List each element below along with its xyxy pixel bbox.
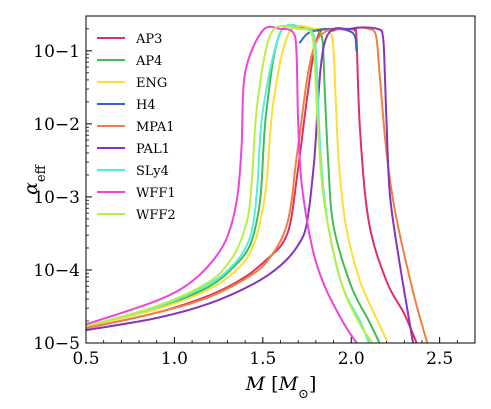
y-tick-label: 10−2 xyxy=(33,115,80,135)
plot-frame xyxy=(85,15,476,344)
legend-label: WFF1 xyxy=(136,186,176,201)
legend-label: H4 xyxy=(136,98,156,113)
x-axis-label: M [M⊙] xyxy=(245,373,317,402)
y-tick-label: 10−1 xyxy=(33,42,80,62)
legend-label: ENG xyxy=(136,76,167,91)
series-line-ap3 xyxy=(86,27,418,343)
legend-label: SLy4 xyxy=(136,164,169,179)
tick-labels: 0.5 1.0 1.5 2.0 2.5 10−5 10−4 10−3 10−2 10−1 xyxy=(33,42,453,369)
series-layer xyxy=(86,24,429,343)
legend-label: MPA1 xyxy=(136,120,175,135)
x-tick-label: 2.5 xyxy=(426,349,453,369)
y-axis-label: αeff xyxy=(20,163,49,195)
legend-label: PAL1 xyxy=(136,142,170,157)
y-tick-label: 10−5 xyxy=(33,334,80,354)
series-line-eng xyxy=(86,24,388,341)
x-tick-label: 2.0 xyxy=(338,349,365,369)
series-line-h4 xyxy=(298,27,358,52)
legend-label: AP4 xyxy=(135,54,162,69)
y-tick-label: 10−3 xyxy=(33,188,80,208)
legend-label: AP3 xyxy=(135,32,162,47)
series-line-wff1 xyxy=(86,25,358,343)
legend: AP3 AP4 ENG H4 MPA1 PAL1 SLy4 WFF1 WFF2 xyxy=(97,32,176,223)
legend-label: WFF2 xyxy=(136,208,176,223)
x-tick-label: 1.5 xyxy=(249,349,276,369)
x-tick-label: 0.5 xyxy=(72,349,99,369)
series-line-pal1 xyxy=(86,26,415,343)
x-tick-label: 1.0 xyxy=(161,349,188,369)
series-line-wff2 xyxy=(86,24,374,343)
y-tick-label: 10−4 xyxy=(33,261,80,281)
